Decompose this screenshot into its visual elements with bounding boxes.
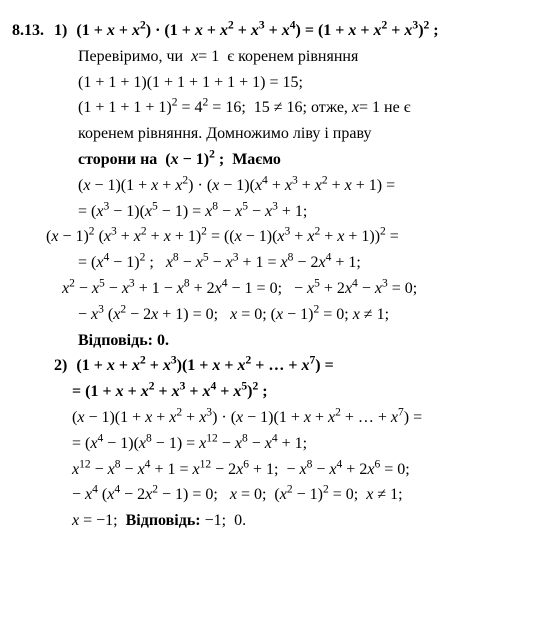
math-line: (1 + 1 + 1)(1 + 1 + 1 + 1 + 1) = 15; xyxy=(12,71,536,96)
math-line: (1 + 1 + 1 + 1)2 = 42 = 16; 15 ≠ 16; отж… xyxy=(12,96,536,121)
math-line: (x − 1)2 (x3 + x2 + x + 1)2 = ((x − 1)(x… xyxy=(12,225,536,250)
math-line: − x3 (x2 − 2x + 1) = 0; x = 0; (x − 1)2 … xyxy=(12,303,536,328)
part-label: 2) xyxy=(54,354,76,379)
math-line: коренем рівняння. Домножимо ліву і праву xyxy=(12,122,536,147)
math-line: − x4 (x4 − 2x2 − 1) = 0; x = 0; (x2 − 1)… xyxy=(12,483,536,508)
math-problem: 8.13. 1)(1 + x + x2) · (1 + x + x2 + x3 … xyxy=(12,19,536,534)
math-line: x12 − x8 − x4 + 1 = x12 − 2x6 + 1; − x8 … xyxy=(12,458,536,483)
part-label: 1) xyxy=(54,19,76,44)
math-line: = (1 + x + x2 + x3 + x4 + x5)2 ; xyxy=(12,380,536,405)
problem-body: 1)(1 + x + x2) · (1 + x + x2 + x3 + x4) … xyxy=(12,19,536,534)
math-line: = (x3 − 1)(x5 − 1) = x8 − x5 − x3 + 1; xyxy=(12,200,536,225)
problem-number: 8.13. xyxy=(12,19,44,44)
math-line: Відповідь: 0. xyxy=(12,329,536,354)
math-line: 1)(1 + x + x2) · (1 + x + x2 + x3 + x4) … xyxy=(12,19,536,44)
math-line: = (x4 − 1)2 ; x8 − x5 − x3 + 1 = x8 − 2x… xyxy=(12,251,536,276)
math-line: Перевіримо, чи x= 1 є коренем рівняння xyxy=(12,45,536,70)
math-line: (x − 1)(1 + x + x2) · (x − 1)(x4 + x3 + … xyxy=(12,174,536,199)
math-line: = (x4 − 1)(x8 − 1) = x12 − x8 − x4 + 1; xyxy=(12,432,536,457)
math-line: 2)(1 + x + x2 + x3)(1 + x + x2 + … + x7)… xyxy=(12,354,536,379)
math-line: сторони на (x − 1)2 ; Маємо xyxy=(12,148,536,173)
math-line: x2 − x5 − x3 + 1 − x8 + 2x4 − 1 = 0; − x… xyxy=(12,277,536,302)
math-line: (x − 1)(1 + x + x2 + x3) · (x − 1)(1 + x… xyxy=(12,406,536,431)
math-line: x = −1; Відповідь: −1; 0. xyxy=(12,509,536,534)
